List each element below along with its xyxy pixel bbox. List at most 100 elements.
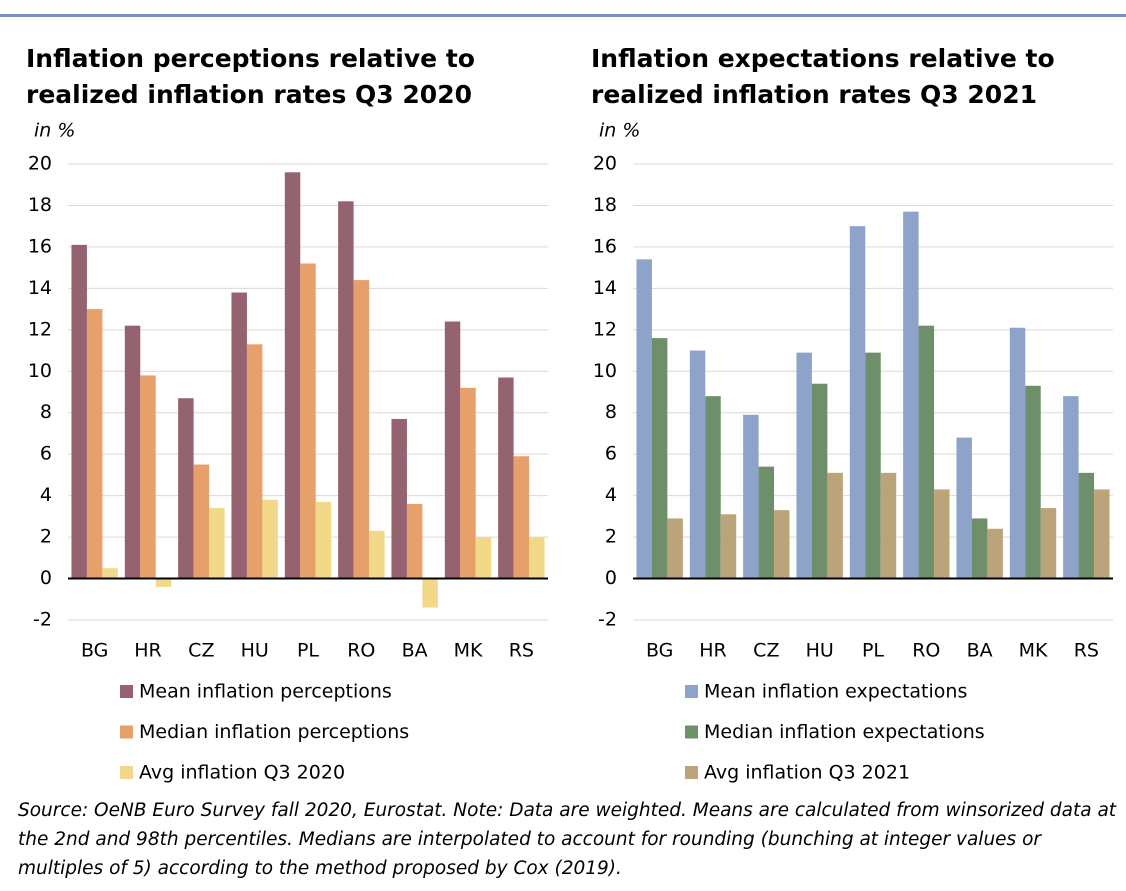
bar: [918, 325, 935, 579]
bar: [193, 464, 210, 579]
y-tick-label: 6: [40, 443, 52, 465]
y-tick-label: 20: [28, 153, 52, 175]
bar: [124, 325, 141, 579]
y-tick-label: 18: [593, 194, 617, 216]
y-tick-label: 2: [605, 526, 617, 548]
unit-label: in %: [599, 120, 640, 142]
y-tick-label: 0: [40, 567, 52, 589]
bar: [796, 352, 812, 579]
bar: [1040, 508, 1057, 579]
x-tick-label: HU: [806, 640, 834, 662]
charts: Inflation perceptions relative to realize…: [0, 14, 1126, 784]
y-tick-label: 10: [28, 360, 52, 382]
bar: [140, 375, 156, 579]
bar: [231, 292, 247, 579]
bar: [353, 280, 370, 579]
x-tick-label: HR: [134, 640, 162, 662]
y-tick-label: 4: [605, 484, 617, 506]
bar: [865, 352, 881, 579]
y-tick-label: 18: [28, 194, 52, 216]
bar: [743, 414, 759, 579]
x-tick-label: BG: [646, 640, 673, 662]
bar: [209, 508, 225, 579]
y-tick-label: 14: [28, 277, 52, 299]
y-tick-label: 0: [605, 567, 617, 589]
y-tick-label: 6: [605, 443, 617, 465]
bar: [758, 466, 775, 579]
bar: [1094, 489, 1110, 579]
bar: [102, 568, 118, 579]
y-tick-label: 14: [593, 277, 617, 299]
x-tick-label: PL: [297, 640, 319, 662]
legend-swatch: [685, 766, 698, 779]
x-tick-label: HR: [699, 640, 727, 662]
bar: [636, 259, 652, 579]
y-tick-label: 20: [593, 153, 617, 175]
bar: [460, 387, 476, 579]
x-tick-label: MK: [1019, 640, 1048, 662]
legend-label: Avg inflation Q3 2020: [139, 762, 345, 784]
legend-swatch: [120, 685, 133, 698]
bar: [262, 499, 278, 579]
bar: [284, 172, 301, 579]
bar: [406, 503, 423, 579]
bar: [86, 309, 103, 579]
bar: [444, 321, 461, 579]
x-tick-label: BA: [967, 640, 993, 662]
y-tick-label: 12: [28, 318, 52, 340]
bar: [651, 338, 668, 579]
y-tick-label: 8: [605, 401, 617, 423]
bar: [246, 344, 263, 579]
bar: [529, 537, 545, 579]
x-tick-label: CZ: [188, 640, 214, 662]
bar: [934, 489, 950, 579]
x-tick-label: BA: [402, 640, 428, 662]
bar: [513, 456, 530, 579]
x-tick-label: RS: [1074, 640, 1099, 662]
bar: [1078, 472, 1095, 579]
bar: [774, 510, 790, 579]
bar: [155, 578, 172, 587]
chart-title: realized inflation rates Q3 2021: [591, 80, 1037, 109]
bar: [811, 383, 828, 579]
bar: [705, 396, 721, 579]
legend-label: Median inflation perceptions: [139, 721, 409, 743]
y-tick-label: 4: [40, 484, 52, 506]
legend-swatch: [685, 725, 698, 739]
unit-label: in %: [34, 120, 75, 142]
x-tick-label: RO: [347, 640, 375, 662]
bar: [498, 377, 514, 579]
bar: [1025, 385, 1041, 579]
bar: [71, 244, 87, 579]
y-tick-label: -2: [598, 609, 617, 631]
y-tick-label: 16: [28, 235, 52, 257]
x-tick-label: MK: [454, 640, 483, 662]
legend-label: Avg inflation Q3 2021: [704, 762, 910, 784]
y-tick-label: 8: [40, 401, 52, 423]
bar: [689, 350, 706, 579]
chart-title: Inflation expectations relative to: [591, 44, 1055, 73]
y-tick-label: 16: [593, 235, 617, 257]
legend-swatch: [120, 725, 133, 739]
y-tick-label: 2: [40, 526, 52, 548]
bar: [849, 226, 866, 579]
x-tick-label: RO: [912, 640, 940, 662]
x-tick-label: BG: [81, 640, 108, 662]
bar: [827, 472, 843, 579]
chart-title: Inflation perceptions relative to: [26, 44, 475, 73]
bar: [300, 263, 316, 579]
x-tick-label: CZ: [753, 640, 779, 662]
legend-swatch: [685, 685, 698, 698]
bar: [987, 528, 1003, 579]
legend-label: Mean inflation expectations: [704, 681, 967, 703]
legend-swatch: [120, 766, 133, 779]
x-tick-label: HU: [241, 640, 269, 662]
x-tick-label: RS: [509, 640, 534, 662]
y-tick-label: -2: [33, 609, 52, 631]
bar: [315, 501, 332, 579]
bar: [956, 437, 972, 579]
bar: [391, 418, 407, 579]
y-tick-label: 12: [593, 318, 617, 340]
bar: [475, 537, 492, 579]
